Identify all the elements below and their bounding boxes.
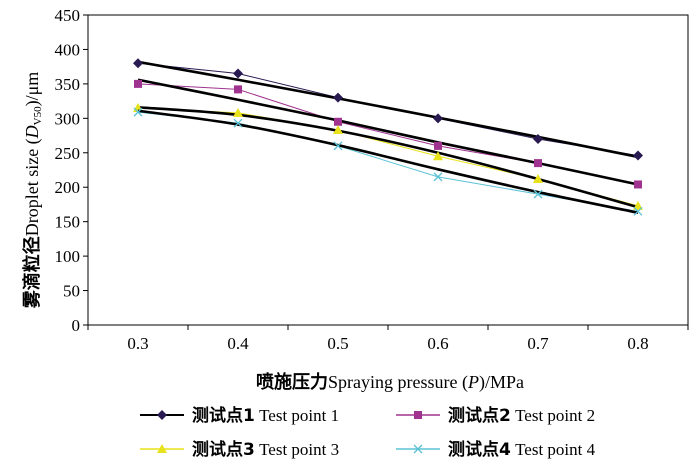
y-tick-label: 300 [55, 109, 81, 128]
legend-symbol-2 [396, 411, 440, 419]
y-tick-label: 450 [55, 6, 81, 25]
series-1-point [233, 68, 243, 79]
series-4-point [333, 141, 343, 151]
series-3-point [433, 151, 443, 161]
legend-symbol-3 [140, 444, 184, 453]
legend-symbol-4 [396, 444, 440, 454]
y-axis-title: 雾滴粒径Droplet size (DV50)/μm [21, 72, 44, 310]
y-axis: 0 50 100 150 200 250 300 350 400 450 [55, 6, 88, 335]
series-4 [133, 107, 643, 216]
y-tick-label: 150 [55, 213, 81, 232]
series-3-point [533, 173, 543, 183]
legend-symbol-1 [140, 410, 184, 420]
y-tick-label: 100 [55, 247, 81, 266]
legend-item-1: 测试点1 Test point 1 [140, 405, 339, 426]
series-4-point [233, 118, 243, 128]
series-2-point [234, 85, 242, 94]
series-2 [134, 78, 642, 189]
y-tick-label: 0 [72, 316, 81, 335]
x-tick-label: 0.6 [427, 334, 448, 353]
plot-border [87, 14, 689, 326]
x-tick-label: 0.8 [627, 334, 648, 353]
series-2-point [134, 79, 142, 88]
series-1-point [433, 113, 443, 124]
plot-frame [87, 14, 689, 326]
legend-label-4: 测试点4 Test point 4 [448, 439, 596, 460]
y-tick-label: 200 [55, 178, 81, 197]
series-2-point [634, 180, 642, 189]
series-4-trendline [137, 109, 639, 214]
y-tick-label: 400 [55, 40, 81, 59]
x-tick-label: 0.7 [527, 334, 549, 353]
series-1-point [533, 134, 543, 144]
y-tick-label: 250 [55, 144, 81, 163]
series-1-point [333, 92, 343, 103]
series-2-point [334, 117, 342, 126]
legend-label-3: 测试点3 Test point 3 [192, 439, 339, 460]
series-2-point [434, 141, 442, 150]
y-tick-label: 50 [63, 282, 80, 301]
series-1-point [633, 150, 643, 161]
series-4-point [533, 189, 543, 199]
series-3-trendline [137, 106, 639, 209]
legend-item-3: 测试点3 Test point 3 [140, 439, 339, 460]
series-3-point [633, 200, 643, 210]
series-2-trendline [137, 78, 639, 186]
x-tick-label: 0.5 [327, 334, 348, 353]
series-1-point [133, 58, 143, 69]
series-4-point [433, 172, 443, 182]
legend-marker [414, 411, 422, 419]
series-layer [133, 58, 643, 216]
x-axis-title: 喷施压力Spraying pressure (P)/MPa [256, 371, 524, 393]
series-1-trendline [137, 60, 639, 159]
legend-label-2: 测试点2 Test point 2 [448, 405, 595, 426]
x-tick-label: 0.4 [227, 334, 249, 353]
series-1 [133, 58, 643, 161]
y-tick-label: 350 [55, 75, 81, 94]
legend-label-1: 测试点1 Test point 1 [192, 405, 339, 426]
legend-marker [413, 444, 423, 454]
series-4-point [633, 206, 643, 216]
x-tick-label: 0.3 [127, 334, 148, 353]
legend-item-2: 测试点2 Test point 2 [396, 405, 595, 426]
legend-marker [157, 410, 167, 420]
legend-item-4: 测试点4 Test point 4 [396, 439, 596, 460]
x-axis: 0.3 0.4 0.5 0.6 0.7 0.8 [87, 325, 689, 353]
series-4-point [133, 107, 143, 117]
series-2-point [534, 159, 542, 168]
series-3-point [233, 107, 243, 117]
legend-marker [157, 444, 167, 453]
series-3-point [333, 125, 343, 135]
legend: 测试点1 Test point 1 测试点2 Test point 2 测试点3… [140, 405, 596, 460]
